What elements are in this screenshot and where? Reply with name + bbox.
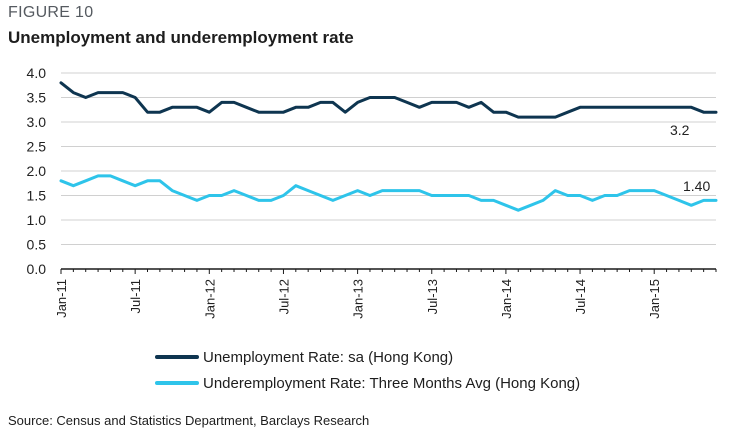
x-tick-label: Jan-14 [499, 279, 514, 319]
legend-swatch-unemployment [155, 355, 199, 359]
chart-title: Unemployment and underemployment rate [8, 28, 354, 47]
end-label-underemployment: 1.40 [683, 178, 710, 194]
source-note: Source: Census and Statistics Department… [8, 413, 370, 428]
x-tick-label: Jan-13 [351, 279, 366, 319]
y-tick-label: 1.5 [27, 188, 47, 204]
x-tick-label: Jul-11 [128, 279, 143, 313]
legend-item-underemployment: Underemployment Rate: Three Months Avg (… [155, 370, 580, 396]
legend-label-unemployment: Unemployment Rate: sa (Hong Kong) [203, 348, 454, 366]
x-tick-label: Jul-14 [573, 279, 588, 314]
end-labels: 3.2 1.40 [670, 122, 710, 194]
series-lines [59, 81, 718, 212]
x-tick-label: Jan-12 [202, 279, 217, 319]
y-tick-label: 0.5 [27, 237, 47, 253]
x-tick-label: Jul-12 [276, 279, 291, 314]
x-tick-label: Jul-13 [425, 279, 440, 314]
y-tick-label: 1.0 [27, 212, 47, 228]
x-axis: Jan-11 Jul-11 Jan-12 Jul-12 Jan-13 Jul-13 Jan-… [54, 268, 717, 319]
unemployment-line [59, 81, 718, 119]
y-tick-label: 0.0 [27, 261, 47, 277]
figure-label: FIGURE 10 [8, 4, 94, 21]
y-tick-label: 3.0 [27, 114, 47, 130]
x-tick-label: Jan-11 [54, 279, 69, 318]
end-label-unemployment: 3.2 [670, 122, 690, 138]
legend: Unemployment Rate: sa (Hong Kong) Undere… [155, 344, 580, 396]
underemployment-line [59, 174, 718, 212]
y-tick-label: 2.0 [27, 163, 47, 179]
x-tick-label: Jan-15 [647, 279, 662, 319]
y-axis-ticks: 0.0 0.5 1.0 1.5 2.0 2.5 3.0 3.5 4.0 [27, 65, 47, 277]
y-tick-label: 4.0 [27, 65, 47, 81]
legend-label-underemployment: Underemployment Rate: Three Months Avg (… [203, 374, 581, 392]
legend-swatch-underemployment [155, 381, 199, 385]
y-tick-label: 2.5 [27, 139, 47, 155]
y-tick-label: 3.5 [27, 90, 47, 106]
legend-item-unemployment: Unemployment Rate: sa (Hong Kong) [155, 344, 580, 370]
